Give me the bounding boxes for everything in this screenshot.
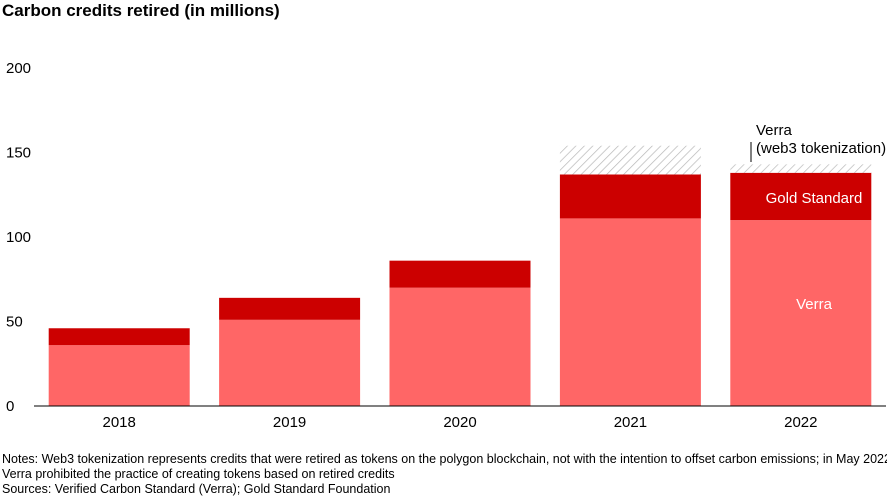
annotations: Gold Standard Verra Verra (web3 tokeniza… <box>750 122 886 313</box>
bar-gold-standard-2021 <box>559 174 701 219</box>
bar-verra-2019 <box>219 319 361 406</box>
bars <box>48 145 872 406</box>
notes: Notes: Web3 tokenization represents cred… <box>2 452 887 497</box>
bar-verra-2021 <box>559 218 701 406</box>
y-tick-label: 50 <box>6 314 23 331</box>
gold-standard-label: Gold Standard <box>766 190 863 207</box>
chart-title: Carbon credits retired (in millions) <box>2 1 280 20</box>
sources-line: Sources: Verified Carbon Standard (Verra… <box>2 482 391 496</box>
bar-verra-web3-tokenization-2021 <box>559 145 701 175</box>
y-axis: 0 50 100 150 200 <box>6 60 31 415</box>
bar-verra-web3-tokenization-2022 <box>730 164 872 173</box>
verra-label: Verra <box>796 296 833 313</box>
y-tick-label: 150 <box>6 145 31 162</box>
x-axis: 2018 2019 2020 2021 2022 <box>103 414 818 431</box>
bar-verra-2022 <box>730 220 872 406</box>
notes-line-1: Notes: Web3 tokenization represents cred… <box>2 452 887 466</box>
bar-gold-standard-2022 <box>730 172 872 221</box>
x-tick-label: 2020 <box>443 414 476 431</box>
y-tick-label: 0 <box>6 398 14 415</box>
x-tick-label: 2018 <box>103 414 136 431</box>
y-tick-label: 200 <box>6 60 31 77</box>
bar-verra-2020 <box>389 287 531 406</box>
bar-gold-standard-2019 <box>219 297 361 320</box>
bar-gold-standard-2018 <box>48 328 190 346</box>
notes-line-2: Verra prohibited the practice of creatin… <box>2 467 395 481</box>
bar-chart: 0 50 100 150 200 2018 2019 2020 2021 2022 Gold S… <box>6 60 886 431</box>
web3-label-line1: Verra <box>756 122 793 139</box>
x-tick-label: 2022 <box>784 414 817 431</box>
bar-verra-2018 <box>48 345 190 406</box>
web3-label-line2: (web3 tokenization) <box>756 140 886 157</box>
x-tick-label: 2019 <box>273 414 306 431</box>
x-tick-label: 2021 <box>614 414 647 431</box>
y-tick-label: 100 <box>6 229 31 246</box>
bar-gold-standard-2020 <box>389 260 531 288</box>
